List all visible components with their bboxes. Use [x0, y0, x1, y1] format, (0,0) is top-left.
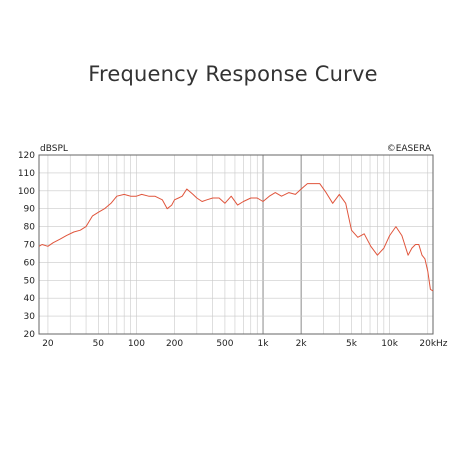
y-tick-label: 80 — [24, 223, 36, 233]
easera-credit: ©EASERA — [387, 144, 432, 154]
y-tick-labels: 120 110 100 90 80 70 60 50 40 30 20 — [18, 151, 35, 340]
y-tick-label: 120 — [18, 151, 35, 161]
y-tick-label: 50 — [24, 276, 36, 286]
y-tick-label: 90 — [24, 205, 36, 215]
x-tick-label: 50 — [93, 339, 105, 349]
y-tick-label: 100 — [18, 187, 35, 197]
y-tick-label: 40 — [24, 294, 36, 304]
x-tick-label: 1k — [258, 339, 270, 349]
x-tick-labels: 20 50 100 200 500 1k 2k 5k 10k 20k — [42, 339, 437, 349]
plot-frame — [38, 154, 434, 335]
x-tick-label: 100 — [128, 339, 145, 349]
x-tick-label: 5k — [346, 339, 358, 349]
y-tick-label: 20 — [24, 330, 36, 340]
page-title: Frequency Response Curve — [88, 62, 378, 86]
x-tick-label: 200 — [166, 339, 183, 349]
x-tick-label: 500 — [216, 339, 233, 349]
y-tick-label: 70 — [24, 241, 36, 251]
grid — [39, 154, 433, 335]
x-tick-label: 10k — [381, 339, 398, 349]
y-tick-label: 110 — [18, 169, 35, 179]
x-axis-unit: Hz — [436, 339, 448, 349]
y-tick-label: 30 — [24, 312, 36, 322]
y-tick-label: 60 — [24, 258, 36, 268]
response-curve — [38, 183, 434, 292]
x-tick-label: 2k — [296, 339, 308, 349]
y-axis-label: dBSPL — [40, 144, 68, 154]
x-tick-label: 20 — [42, 339, 54, 349]
x-tick-label: 20k — [419, 339, 436, 349]
